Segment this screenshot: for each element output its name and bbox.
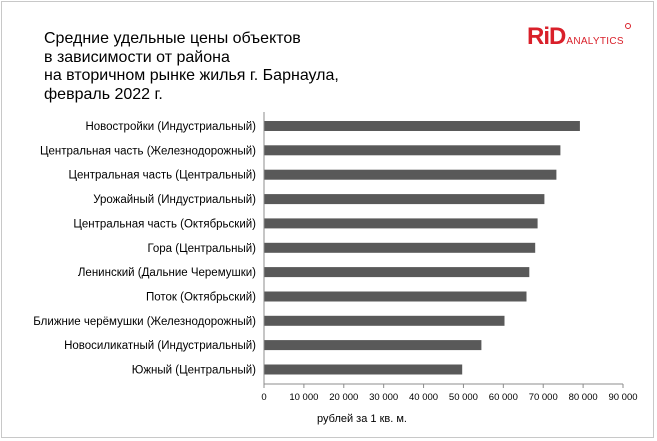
category-label-1: Центральная часть (Железнодорожный) (40, 145, 256, 157)
category-label-2: Центральная часть (Центральный) (69, 170, 257, 182)
bar-9 (264, 340, 482, 351)
bar-4 (264, 218, 538, 229)
bar-1 (264, 145, 561, 156)
x-tick-label-6: 60 000 (489, 392, 518, 403)
x-tick-label-9: 90 000 (608, 392, 637, 403)
bar-3 (264, 194, 545, 205)
category-labels-group: Новостройки (Индустриальный) Центральная … (33, 121, 256, 377)
logo-dot-icon (624, 23, 631, 29)
bar-5 (264, 242, 536, 253)
logo-brand: RiD (527, 23, 566, 50)
category-label-8: Ближние черёмушки (Железнодорожный) (33, 316, 256, 328)
category-label-10: Южный (Центральный) (132, 365, 256, 377)
x-tick-label-7: 70 000 (529, 392, 558, 403)
category-label-7: Поток (Октябрьский) (146, 292, 256, 304)
category-label-9: Новосиликатный (Индустриальный) (64, 340, 256, 352)
chart-title-line-4: февраль 2022 г. (44, 85, 163, 103)
bar-2 (264, 169, 557, 180)
category-label-0: Новостройки (Индустриальный) (85, 121, 256, 133)
bar-8 (264, 315, 505, 326)
x-axis-group: 0 10 000 20 000 30 000 40 000 50 000 60 000 70 … (261, 112, 638, 403)
chart-title: Средние удельные цены объектов в зависим… (44, 30, 339, 104)
x-axis-label: рублей за 1 кв. м. (317, 413, 407, 425)
chart-title-line-2: в зависимости от района (44, 48, 230, 66)
category-label-6: Ленинский (Дальние Черемушки) (78, 267, 256, 279)
x-tick-label-0: 0 (261, 392, 266, 403)
bar-6 (264, 267, 530, 278)
x-tick-label-4: 40 000 (409, 392, 438, 403)
category-label-4: Центральная часть (Октябрьский) (73, 218, 256, 230)
chart-title-line-3: на вторичном рынке жилья г. Барнаула, (44, 67, 339, 84)
category-label-5: Гора (Центральный) (147, 243, 256, 255)
category-label-3: Урожайный (Индустриальный) (93, 194, 256, 206)
x-tick-label-3: 30 000 (369, 392, 398, 403)
x-tick-label-5: 50 000 (449, 392, 478, 403)
bars-group (264, 121, 580, 375)
rid-analytics-logo: RiDANALYTICS (527, 23, 631, 50)
bar-7 (264, 291, 527, 302)
bar-0 (264, 121, 580, 131)
x-tick-label-8: 80 000 (569, 392, 598, 403)
x-tick-label-1: 10 000 (289, 392, 318, 403)
bar-10 (264, 364, 463, 375)
logo-suffix: ANALYTICS (566, 36, 624, 47)
chart-title-line-1: Средние удельные цены объектов (44, 30, 301, 47)
x-tick-label-2: 20 000 (329, 392, 358, 403)
